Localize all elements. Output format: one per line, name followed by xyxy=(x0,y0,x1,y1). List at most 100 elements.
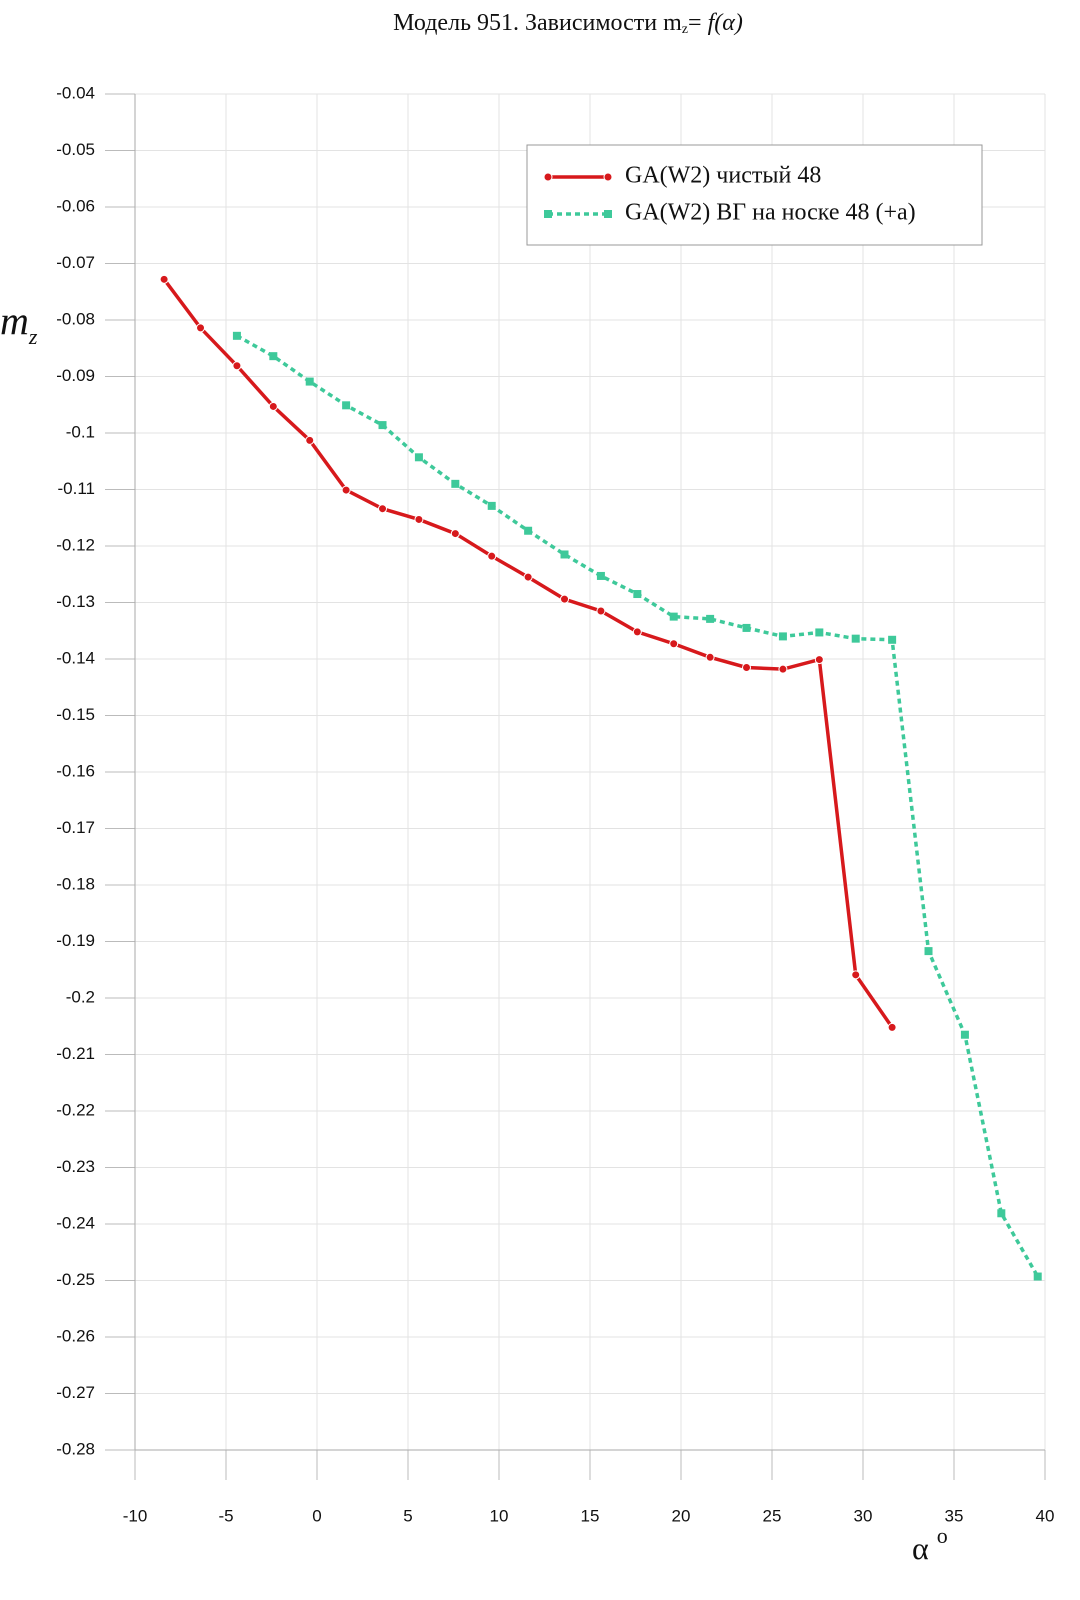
x-tick-label: 25 xyxy=(763,1506,782,1525)
point xyxy=(706,614,715,623)
point xyxy=(450,529,460,539)
point xyxy=(596,571,605,580)
y-tick-label: -0.04 xyxy=(56,83,95,102)
y-tick-label: -0.23 xyxy=(56,1157,95,1176)
x-tick-label: 35 xyxy=(945,1506,964,1525)
title-text: Модель 951. Зависимости m xyxy=(393,10,682,36)
y-tick-label: -0.12 xyxy=(56,535,95,554)
point xyxy=(888,635,897,644)
point xyxy=(560,550,569,559)
title-sub: z xyxy=(682,22,688,37)
y-tick-label: -0.18 xyxy=(56,874,95,893)
y-tick-label: -0.06 xyxy=(56,196,95,215)
legend-box xyxy=(526,144,983,246)
point xyxy=(560,594,570,604)
x-tick-label: 30 xyxy=(854,1506,873,1525)
x-tick-label: 0 xyxy=(312,1506,321,1525)
xlabel-sup: o xyxy=(937,1523,948,1548)
x-tick-label: 40 xyxy=(1036,1506,1055,1525)
y-tick-label: -0.05 xyxy=(56,140,95,159)
y-tick-label: -0.25 xyxy=(56,1270,95,1289)
ylabel-text: m xyxy=(0,298,29,343)
y-tick-label: -0.09 xyxy=(56,366,95,385)
point xyxy=(778,632,787,641)
y-tick-label: -0.27 xyxy=(56,1383,95,1402)
point xyxy=(1033,1272,1042,1281)
y-tick-label: -0.22 xyxy=(56,1100,95,1119)
point xyxy=(451,479,460,488)
point xyxy=(742,662,752,672)
point xyxy=(232,331,241,340)
point xyxy=(487,501,496,510)
point xyxy=(596,606,606,616)
point xyxy=(414,453,423,462)
point xyxy=(633,590,642,599)
y-tick-label: -0.28 xyxy=(56,1439,95,1458)
legend-marker xyxy=(604,210,612,218)
y-tick-label: -0.07 xyxy=(56,253,95,272)
y-tick-label: -0.21 xyxy=(56,1044,95,1063)
legend-marker xyxy=(543,172,553,182)
y-tick-label: -0.26 xyxy=(56,1326,95,1345)
legend-label: GA(W2) ВГ на носке 48 (+a) xyxy=(625,200,916,226)
legend-label: GA(W2) чистый 48 xyxy=(625,163,821,189)
y-tick-label: -0.24 xyxy=(56,1213,95,1232)
point xyxy=(742,623,751,632)
point xyxy=(341,485,351,495)
point xyxy=(814,655,824,665)
point xyxy=(815,628,824,637)
point xyxy=(669,639,679,649)
point xyxy=(232,361,242,371)
y-tick-label: -0.11 xyxy=(58,479,96,498)
x-tick-label: 5 xyxy=(403,1506,412,1525)
point xyxy=(851,634,860,643)
point xyxy=(378,421,387,430)
point xyxy=(924,947,933,956)
point xyxy=(269,352,278,361)
point xyxy=(705,652,715,662)
ylabel-sub: z xyxy=(28,324,38,349)
x-tick-label: -10 xyxy=(123,1506,148,1525)
point xyxy=(342,401,351,410)
point xyxy=(305,435,315,445)
legend-marker xyxy=(603,172,613,182)
y-tick-label: -0.19 xyxy=(56,931,95,950)
point xyxy=(305,377,314,386)
title-tail: = xyxy=(688,10,708,36)
point xyxy=(159,274,169,284)
series-line xyxy=(236,334,1040,1278)
y-tick-label: -0.16 xyxy=(56,761,95,780)
point xyxy=(632,627,642,637)
point xyxy=(268,401,278,411)
y-tick-label: -0.1 xyxy=(66,422,95,441)
point xyxy=(887,1022,897,1032)
y-tick-label: -0.14 xyxy=(56,648,95,667)
point xyxy=(960,1030,969,1039)
y-tick-label: -0.13 xyxy=(56,592,95,611)
point xyxy=(378,504,388,514)
y-tick-label: -0.17 xyxy=(56,818,95,837)
point xyxy=(851,970,861,980)
y-tick-label: -0.08 xyxy=(56,309,95,328)
x-tick-label: 15 xyxy=(581,1506,600,1525)
chart-title: Модель 951. Зависимости mz= f(α) xyxy=(393,10,743,38)
legend-marker xyxy=(544,210,552,218)
y-axis-label: mz xyxy=(0,298,38,349)
point xyxy=(997,1209,1006,1218)
point xyxy=(523,572,533,582)
point xyxy=(487,551,497,561)
point xyxy=(524,526,533,535)
point xyxy=(196,323,206,333)
point xyxy=(669,612,678,621)
series-line xyxy=(162,278,894,1029)
x-tick-label: 10 xyxy=(490,1506,509,1525)
x-tick-label: -5 xyxy=(218,1506,233,1525)
xlabel-text: α xyxy=(912,1530,929,1566)
y-tick-label: -0.15 xyxy=(56,705,95,724)
x-tick-label: 20 xyxy=(672,1506,691,1525)
y-tick-label: -0.2 xyxy=(66,987,95,1006)
point xyxy=(414,514,424,524)
